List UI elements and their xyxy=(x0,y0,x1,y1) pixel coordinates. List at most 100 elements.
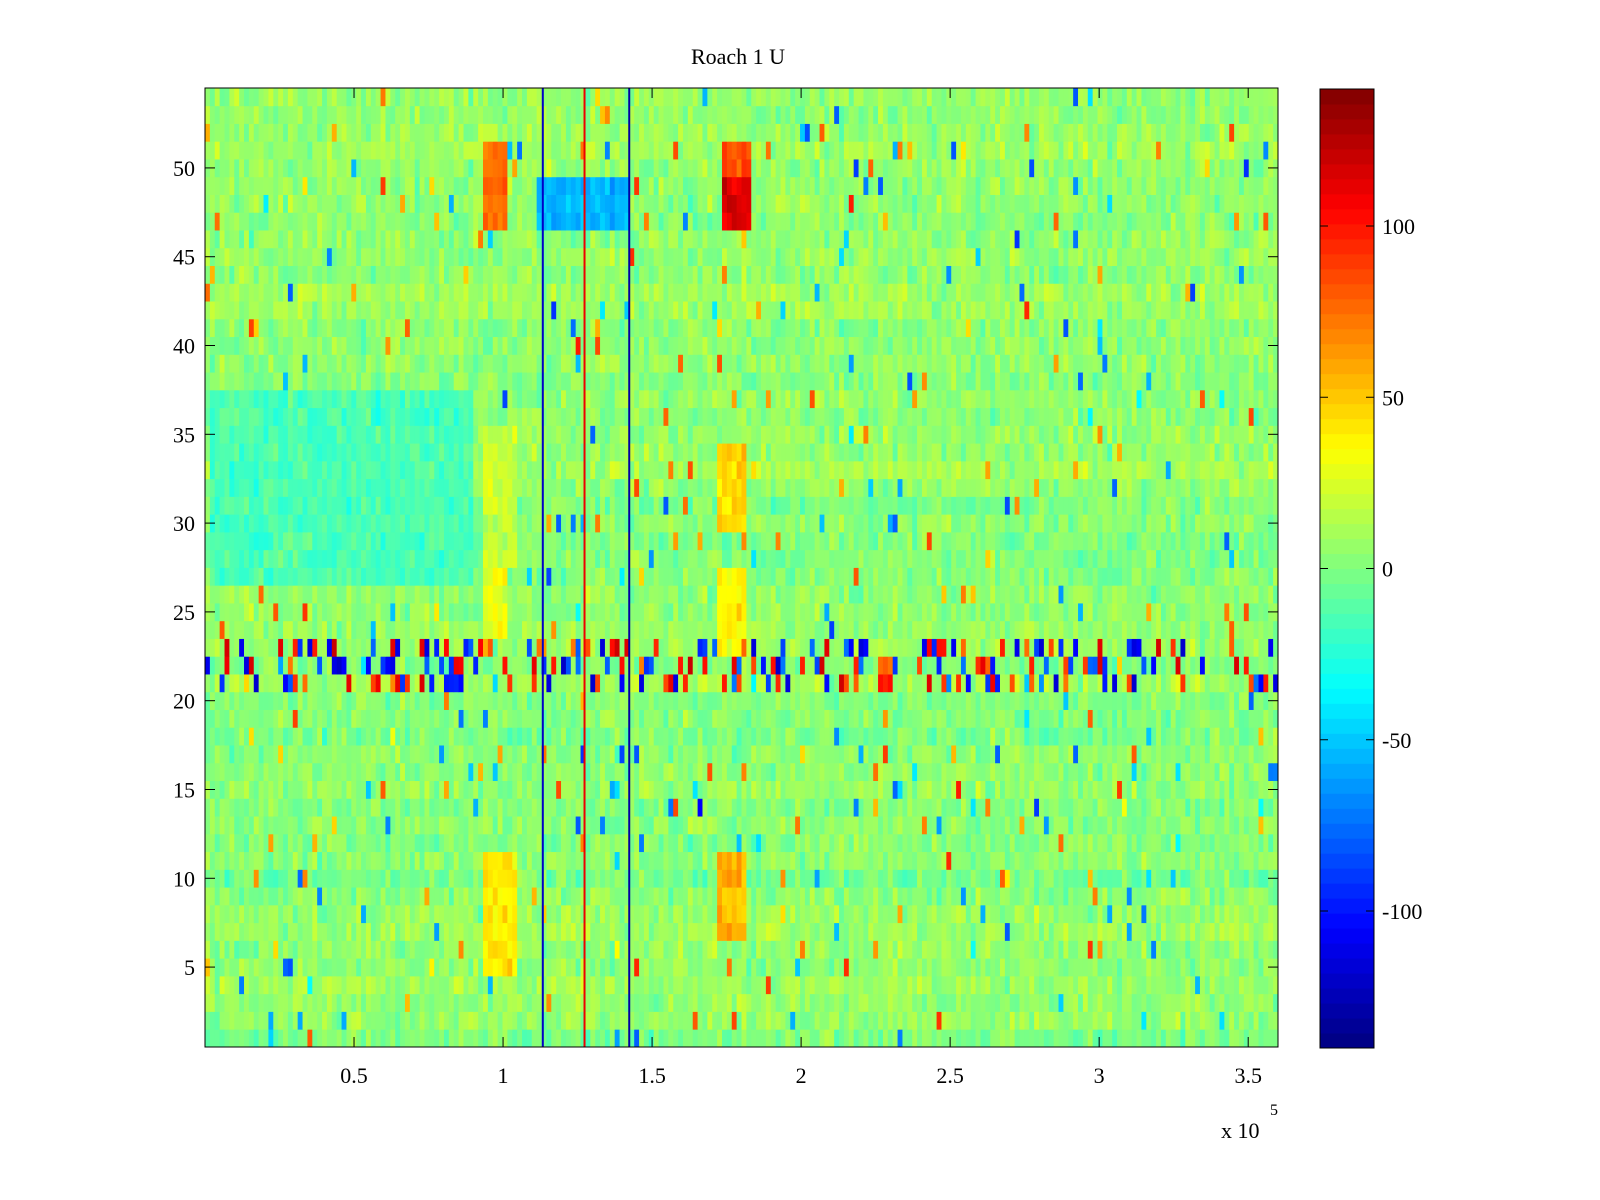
heatmap-cell xyxy=(414,709,420,728)
heatmap-cell xyxy=(834,798,840,817)
heatmap-cell xyxy=(1087,940,1094,959)
heatmap-cell xyxy=(653,656,659,675)
heatmap-cell xyxy=(639,975,645,995)
heatmap-cell xyxy=(1136,1011,1142,1030)
heatmap-cell xyxy=(970,904,977,924)
heatmap-cell xyxy=(326,851,333,870)
heatmap-cell xyxy=(375,975,381,995)
heatmap-cell xyxy=(878,904,884,924)
heatmap-cell xyxy=(517,975,523,995)
heatmap-cell xyxy=(419,958,425,977)
heatmap-cell xyxy=(756,922,762,941)
heatmap-cell xyxy=(1082,727,1089,746)
heatmap-cell xyxy=(1175,727,1181,746)
heatmap-cell xyxy=(1219,993,1225,1012)
heatmap-cell xyxy=(858,727,864,746)
heatmap-cell xyxy=(1190,674,1196,693)
heatmap-cell xyxy=(1258,780,1264,799)
heatmap-cell xyxy=(775,993,781,1012)
heatmap-cell xyxy=(1034,887,1040,906)
heatmap-cell xyxy=(429,709,435,728)
heatmap-cell xyxy=(507,762,513,782)
heatmap-cell xyxy=(819,709,825,728)
heatmap-cell xyxy=(478,887,484,906)
heatmap-cell xyxy=(1214,1029,1220,1048)
heatmap-cell xyxy=(985,727,991,746)
heatmap-cell xyxy=(600,656,606,675)
heatmap-cell xyxy=(1214,745,1220,764)
heatmap-cell xyxy=(648,798,655,817)
heatmap-cell xyxy=(1136,727,1142,746)
heatmap-cell xyxy=(1131,904,1137,924)
heatmap-cell xyxy=(668,958,674,977)
heatmap-cell xyxy=(1190,833,1196,853)
heatmap-cell xyxy=(1048,904,1055,924)
heatmap-cell xyxy=(531,1029,538,1048)
heatmap-cell xyxy=(746,975,752,995)
heatmap-cell xyxy=(721,1029,728,1048)
heatmap-cell xyxy=(648,869,655,888)
heatmap-cell xyxy=(1058,780,1064,799)
heatmap-cell xyxy=(604,993,611,1012)
heatmap-cell xyxy=(985,993,991,1012)
heatmap-cell xyxy=(1112,816,1118,835)
heatmap-cell xyxy=(878,656,884,675)
heatmap-cell xyxy=(653,674,659,693)
heatmap-cell xyxy=(448,922,455,941)
heatmap-cell xyxy=(229,833,235,853)
heatmap-cell xyxy=(502,1029,508,1048)
heatmap-cell xyxy=(1141,798,1147,817)
heatmap-cell xyxy=(1029,975,1035,995)
heatmap-cell xyxy=(604,691,611,710)
heatmap-cell xyxy=(785,1029,791,1048)
heatmap-cell xyxy=(239,869,245,888)
heatmap-cell xyxy=(1199,940,1206,959)
heatmap-cell xyxy=(790,904,796,924)
heatmap-cell xyxy=(741,958,747,977)
heatmap-cell xyxy=(780,656,786,675)
heatmap-cell xyxy=(707,1011,713,1030)
heatmap-cell xyxy=(951,674,957,693)
heatmap-cell xyxy=(814,869,820,888)
heatmap-cell xyxy=(975,816,981,835)
heatmap-cell xyxy=(244,816,250,835)
heatmap-cell xyxy=(551,780,557,799)
heatmap-cell xyxy=(517,656,523,675)
heatmap-cell xyxy=(536,638,542,657)
heatmap-cell xyxy=(746,762,752,782)
heatmap-cell xyxy=(497,904,503,924)
heatmap-cell xyxy=(843,869,850,888)
heatmap-cell xyxy=(936,1029,942,1048)
heatmap-cell xyxy=(395,975,401,995)
heatmap-cell xyxy=(1204,869,1211,888)
heatmap-cell xyxy=(687,1011,694,1030)
heatmap-cell xyxy=(1078,975,1084,995)
heatmap-cell xyxy=(224,940,230,959)
heatmap-cell xyxy=(726,816,733,835)
heatmap-cell xyxy=(770,656,777,675)
heatmap-cell xyxy=(258,638,264,657)
heatmap-cell xyxy=(1263,691,1269,710)
heatmap-cell xyxy=(1156,816,1162,835)
heatmap-cell xyxy=(443,975,450,995)
heatmap-cell xyxy=(1224,745,1230,764)
heatmap-cell xyxy=(1156,993,1162,1012)
heatmap-cell xyxy=(365,851,372,870)
heatmap-cell xyxy=(756,691,762,710)
heatmap-cell xyxy=(419,993,425,1012)
heatmap-cell xyxy=(1029,798,1035,817)
heatmap-cell xyxy=(297,922,303,941)
heatmap-cell xyxy=(502,887,508,906)
heatmap-cell xyxy=(356,887,362,906)
heatmap-cell xyxy=(839,798,845,817)
heatmap-cell xyxy=(536,975,542,995)
heatmap-cell xyxy=(1039,816,1045,835)
heatmap-cell xyxy=(956,674,962,693)
heatmap-cell xyxy=(336,691,342,710)
heatmap-cell xyxy=(1126,656,1133,675)
heatmap-cell xyxy=(404,1011,411,1030)
heatmap-cell xyxy=(673,745,679,764)
heatmap-cell xyxy=(951,745,957,764)
heatmap-cell xyxy=(804,780,811,799)
heatmap-cell xyxy=(1263,904,1269,924)
